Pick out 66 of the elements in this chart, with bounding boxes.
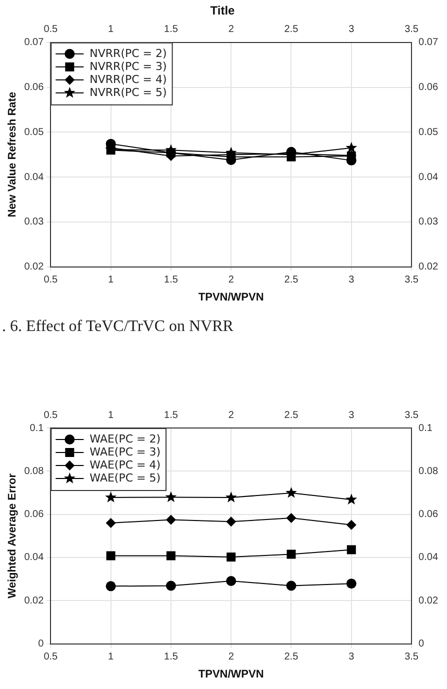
y-axis-title: New Value Refresh Rate (6, 92, 19, 218)
legend-label: NVRR(PC = 3) (90, 60, 167, 73)
y2-tick-label: 0.06 (418, 82, 438, 94)
x-tick-label: 1 (108, 410, 114, 421)
legend-label: WAE(PC = 2) (90, 432, 161, 446)
legend-label: NVRR(PC = 2) (90, 46, 167, 60)
legend-label: WAE(PC = 3) (90, 445, 161, 458)
y-tick-label: 0.07 (24, 37, 44, 48)
x-tick-label: 3 (348, 24, 355, 36)
y2-tick-label: 0.04 (418, 172, 438, 183)
y-tick-label: 0.02 (24, 262, 44, 273)
x-tick-label: 2.5 (284, 24, 299, 36)
y-axis-title: Weighted Average Error (6, 472, 19, 598)
x2-tick-label: 2.5 (284, 652, 299, 663)
x2-tick-label: 1 (108, 274, 114, 286)
text: . 6. Effect of TeVC/TrVC on NVRR (1, 317, 234, 337)
x2-tick-label: 3 (348, 652, 355, 663)
x2-tick-label: 2 (228, 274, 234, 286)
x-tick-label: 1 (108, 24, 114, 36)
y2-tick-label: 0.04 (418, 552, 438, 564)
x-tick-label: 3.5 (404, 24, 419, 36)
x-tick-label: 0.5 (44, 410, 58, 421)
x2-tick-label: 2 (228, 652, 234, 663)
y-tick-label: 0.05 (24, 126, 44, 138)
x-tick-label: 2 (228, 24, 234, 36)
legend-label: NVRR(PC = 4) (90, 72, 167, 86)
x2-tick-label: 0.5 (44, 274, 58, 286)
y2-tick-label: 0.08 (418, 466, 438, 477)
y2-tick-label: 0.03 (418, 216, 438, 228)
y2-tick-label: 0.06 (418, 509, 438, 520)
x2-tick-label: 1.5 (164, 652, 178, 663)
x-tick-label: 0.5 (44, 24, 58, 36)
legend-label: WAE(PC = 4) (90, 458, 161, 472)
x2-tick-label: 3.5 (404, 274, 419, 286)
y2-tick-label: 0.1 (418, 422, 433, 434)
y2-tick-label: 0.02 (418, 595, 438, 606)
x-tick-label: 2.5 (284, 410, 299, 421)
x-tick-label: 1.5 (164, 24, 178, 36)
x-axis-title: TPVN/WPVN (198, 668, 264, 680)
y2-tick-label: 0.02 (418, 262, 438, 273)
x-tick-label: 2 (228, 410, 234, 421)
x2-tick-label: 3 (348, 274, 355, 286)
y-tick-label: 0.02 (24, 595, 44, 606)
y-tick-label: 0.04 (24, 552, 44, 564)
x-axis-title: TPVN/WPVN (198, 291, 264, 304)
x-tick-label: 1.5 (164, 410, 178, 421)
y2-tick-label: 0.07 (418, 37, 438, 48)
y-tick-label: 0.04 (24, 172, 44, 183)
x2-tick-label: 2.5 (284, 274, 299, 286)
y-tick-label: 0.06 (24, 82, 44, 94)
y-tick-label: 0.1 (30, 422, 44, 434)
y-tick-label: 0.08 (24, 466, 44, 477)
y-tick-label: 0 (38, 638, 44, 650)
legend-label: NVRR(PC = 5) (90, 86, 167, 99)
x2-tick-label: 0.5 (44, 652, 58, 663)
x2-tick-label: 1.5 (164, 274, 178, 286)
legend-label: WAE(PC = 5) (90, 471, 161, 484)
x-tick-label: 3.5 (404, 410, 419, 421)
x2-tick-label: 3.5 (404, 652, 419, 663)
y2-tick-label: 0 (418, 638, 425, 650)
y-tick-label: 0.03 (24, 216, 44, 228)
y-tick-label: 0.06 (24, 509, 44, 520)
y2-tick-label: 0.05 (418, 126, 438, 138)
x-tick-label: 3 (348, 410, 355, 421)
x2-tick-label: 1 (108, 652, 114, 663)
chart-title: Title (210, 4, 236, 18)
